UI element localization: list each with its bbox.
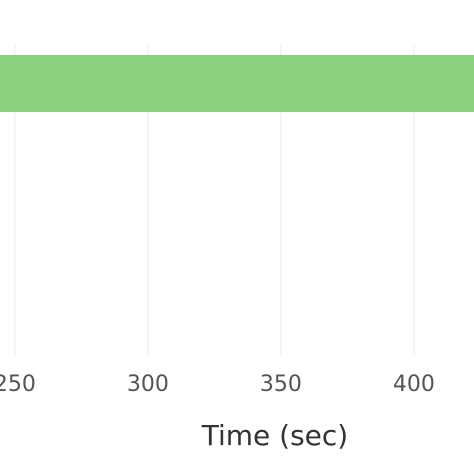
x-tick-label: 400 bbox=[393, 372, 435, 397]
x-tick-label: 250 bbox=[0, 372, 36, 397]
bar bbox=[0, 55, 474, 112]
x-tick-label: 300 bbox=[127, 372, 169, 397]
plot bbox=[0, 55, 474, 112]
x-tick-label: 350 bbox=[260, 372, 302, 397]
x-axis-label: Time (sec) bbox=[201, 419, 348, 452]
